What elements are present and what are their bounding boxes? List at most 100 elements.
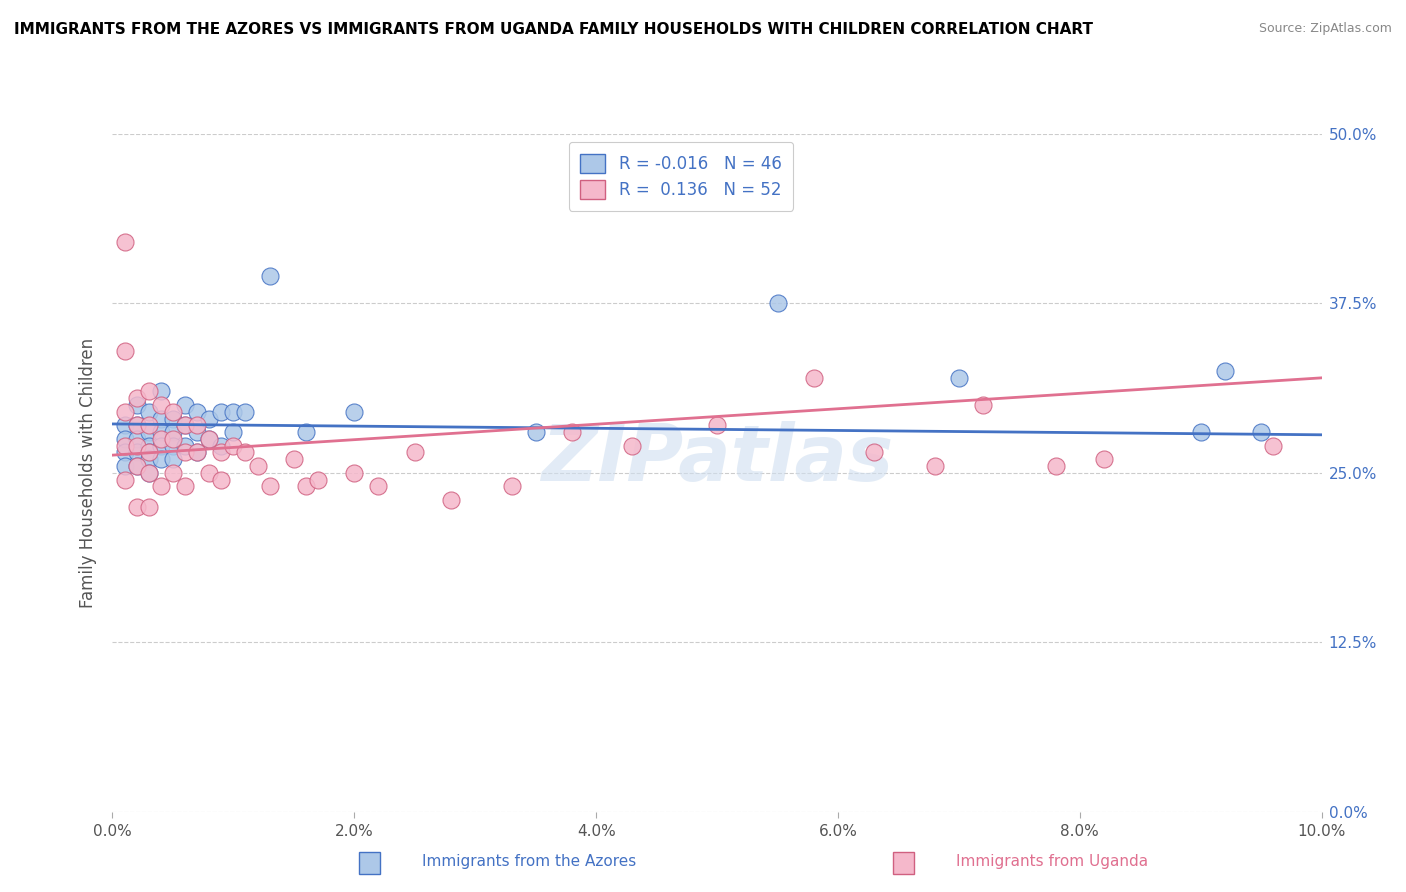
Point: [125, 418, 148, 433]
Point: [162, 405, 184, 419]
Point: [246, 458, 269, 473]
Text: ZIPatlas: ZIPatlas: [541, 421, 893, 497]
Point: [198, 411, 221, 425]
Point: [114, 439, 136, 453]
Point: [209, 473, 232, 487]
Point: [138, 418, 160, 433]
Point: [343, 405, 366, 419]
Point: [766, 296, 789, 310]
Point: [198, 466, 221, 480]
Point: [174, 439, 197, 453]
Point: [1263, 439, 1285, 453]
Point: [307, 473, 329, 487]
Point: [209, 439, 232, 453]
Point: [561, 425, 583, 439]
Point: [1045, 458, 1067, 473]
Point: [235, 445, 257, 459]
Point: [440, 492, 463, 507]
Point: [295, 479, 318, 493]
Point: [125, 418, 148, 433]
Point: [186, 425, 208, 439]
Point: [114, 473, 136, 487]
Point: [501, 479, 523, 493]
Point: [138, 452, 160, 467]
Point: [125, 500, 148, 514]
Point: [149, 425, 172, 439]
Point: [138, 445, 160, 459]
Point: [138, 445, 160, 459]
Text: Source: ZipAtlas.com: Source: ZipAtlas.com: [1258, 22, 1392, 36]
Point: [198, 432, 221, 446]
Point: [149, 432, 172, 446]
Point: [222, 405, 245, 419]
Point: [125, 445, 148, 459]
Point: [259, 269, 281, 284]
Point: [295, 425, 318, 439]
Text: IMMIGRANTS FROM THE AZORES VS IMMIGRANTS FROM UGANDA FAMILY HOUSEHOLDS WITH CHIL: IMMIGRANTS FROM THE AZORES VS IMMIGRANTS…: [14, 22, 1092, 37]
Point: [924, 458, 946, 473]
Point: [174, 418, 197, 433]
Point: [706, 418, 728, 433]
Point: [174, 445, 197, 459]
Point: [114, 458, 136, 473]
Text: Immigrants from Uganda: Immigrants from Uganda: [956, 854, 1149, 869]
Point: [162, 466, 184, 480]
Point: [138, 425, 160, 439]
Point: [125, 398, 148, 412]
Point: [149, 452, 172, 467]
Point: [1092, 452, 1115, 467]
Point: [948, 371, 970, 385]
Point: [114, 418, 136, 433]
Point: [803, 371, 825, 385]
Point: [114, 445, 136, 459]
Point: [209, 405, 232, 419]
Point: [198, 432, 221, 446]
Point: [138, 500, 160, 514]
Point: [138, 439, 160, 453]
Point: [186, 445, 208, 459]
Point: [125, 458, 148, 473]
Point: [114, 343, 136, 358]
Point: [125, 432, 148, 446]
Point: [1250, 425, 1272, 439]
Point: [174, 479, 197, 493]
Text: Immigrants from the Azores: Immigrants from the Azores: [422, 854, 636, 869]
Point: [125, 391, 148, 405]
Point: [114, 235, 136, 250]
Point: [235, 405, 257, 419]
Point: [404, 445, 426, 459]
Point: [138, 466, 160, 480]
Point: [972, 398, 994, 412]
Point: [186, 445, 208, 459]
Point: [125, 439, 148, 453]
Point: [138, 405, 160, 419]
Point: [149, 398, 172, 412]
Point: [114, 405, 136, 419]
Point: [863, 445, 886, 459]
Point: [186, 418, 208, 433]
Point: [1189, 425, 1212, 439]
Point: [259, 479, 281, 493]
Point: [209, 445, 232, 459]
Point: [174, 418, 197, 433]
Point: [162, 452, 184, 467]
Point: [283, 452, 305, 467]
Point: [138, 466, 160, 480]
Point: [222, 439, 245, 453]
Point: [1213, 364, 1236, 378]
Y-axis label: Family Households with Children: Family Households with Children: [79, 338, 97, 607]
Point: [621, 439, 644, 453]
Point: [186, 405, 208, 419]
Point: [149, 384, 172, 399]
Point: [114, 432, 136, 446]
Point: [174, 398, 197, 412]
Point: [162, 411, 184, 425]
Point: [162, 432, 184, 446]
Point: [149, 479, 172, 493]
Point: [125, 458, 148, 473]
Point: [162, 425, 184, 439]
Point: [343, 466, 366, 480]
Point: [162, 439, 184, 453]
Legend: R = -0.016   N = 46, R =  0.136   N = 52: R = -0.016 N = 46, R = 0.136 N = 52: [568, 142, 793, 211]
Point: [138, 384, 160, 399]
